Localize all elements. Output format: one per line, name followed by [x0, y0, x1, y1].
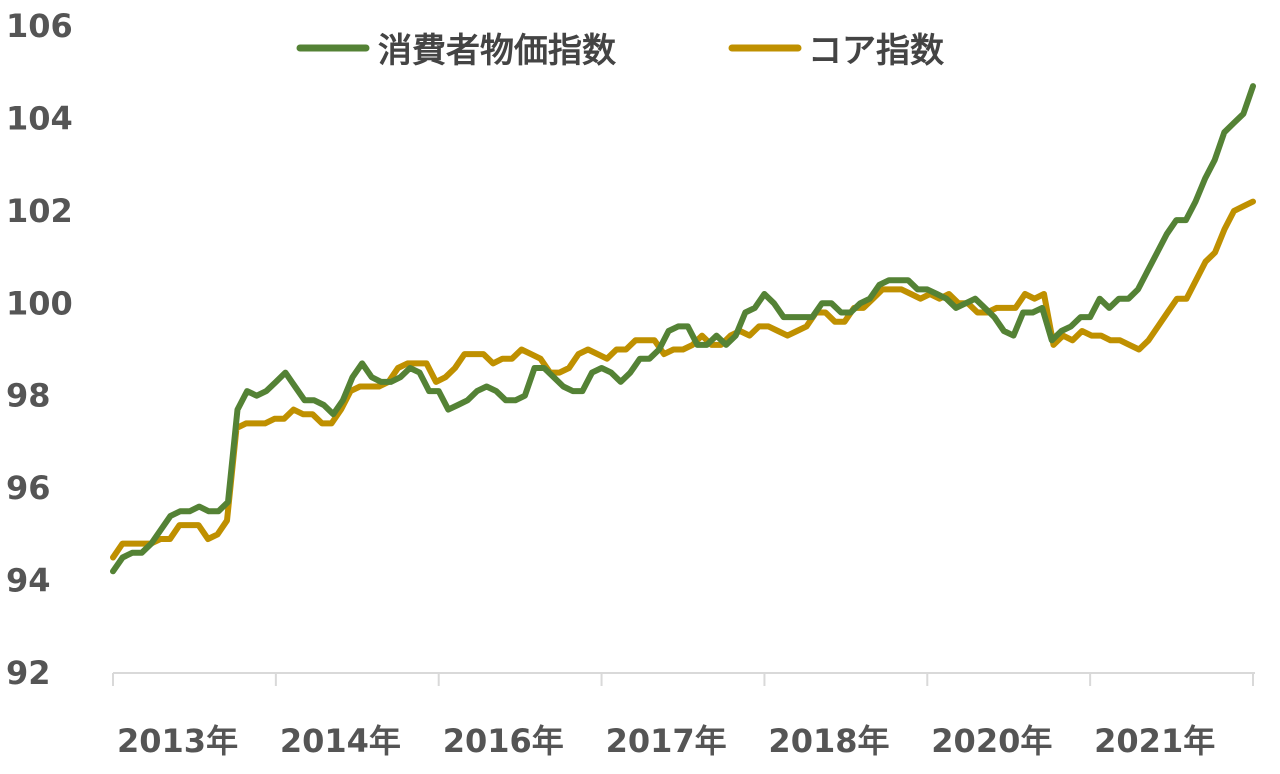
y-tick-label: 98 — [6, 377, 51, 415]
series-line-cpi — [110, 83, 1256, 575]
x-tick-label: 2020年 — [931, 722, 1052, 760]
x-tick-label: 2017年 — [606, 722, 727, 760]
y-tick-label: 92 — [6, 654, 51, 692]
y-tick-label: 102 — [6, 192, 73, 230]
x-tick-label: 2014年 — [280, 722, 401, 760]
x-tick-label: 2018年 — [768, 722, 889, 760]
y-tick-label: 96 — [6, 469, 51, 507]
series-group — [110, 83, 1256, 575]
y-tick-label: 106 — [6, 7, 73, 45]
legend-label-cpi: 消費者物価指数 — [378, 31, 616, 71]
x-tick-label: 2013年 — [117, 722, 238, 760]
y-tick-label: 94 — [6, 562, 51, 600]
y-tick-label: 100 — [6, 284, 73, 322]
y-tick-label: 104 — [6, 99, 73, 137]
series-line-core — [110, 198, 1256, 561]
y-axis: 92 94 96 98 100 102 104 106 — [6, 7, 73, 692]
x-axis: 2013年 2014年 2016年 2017年 2018年 2020年 2021年 — [112, 672, 1255, 760]
legend-label-core: コア指数 — [808, 31, 944, 71]
x-tick-label: 2021年 — [1094, 722, 1215, 760]
legend: 消費者物価指数 コア指数 — [296, 31, 944, 71]
x-tick-label: 2016年 — [443, 722, 564, 760]
